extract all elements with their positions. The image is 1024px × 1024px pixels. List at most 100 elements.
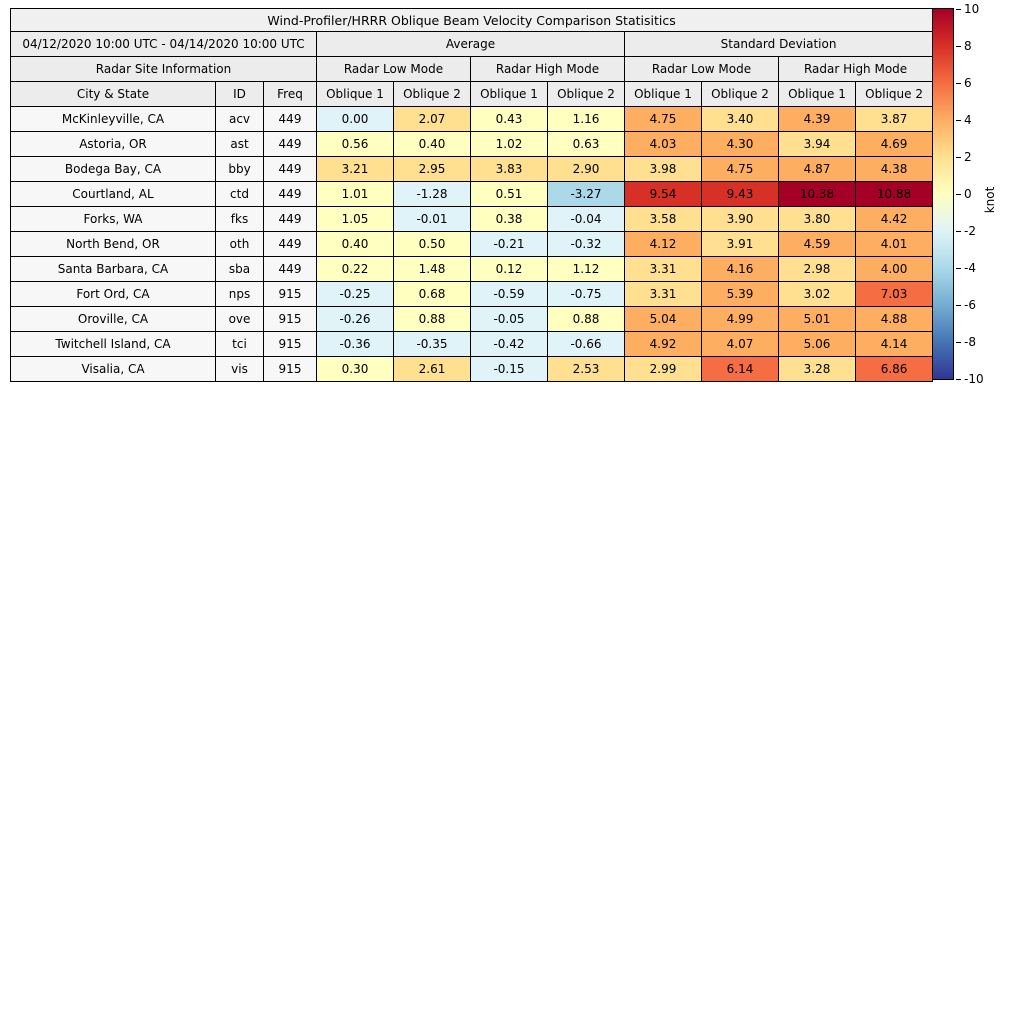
site-id-cell: nps xyxy=(215,281,264,307)
city-cell: Forks, WA xyxy=(10,206,216,232)
city-cell: Bodega Bay, CA xyxy=(10,156,216,182)
value-cell: 9.43 xyxy=(701,181,779,207)
city-cell: Astoria, OR xyxy=(10,131,216,157)
value-cell: 4.59 xyxy=(778,231,856,257)
value-cell: -3.27 xyxy=(547,181,625,207)
colorbar-tick-label: 6 xyxy=(956,76,972,90)
value-cell: 0.68 xyxy=(393,281,471,307)
col-header-std-high-oblique1: Oblique 1 xyxy=(778,81,856,107)
group-header-row: 04/12/2020 10:00 UTC - 04/14/2020 10:00 … xyxy=(10,31,934,57)
table-row: Astoria, OR ast 449 0.56 0.40 1.02 0.63 4.03 4.3… xyxy=(10,131,934,157)
colorbar-tick-label: 2 xyxy=(956,150,972,164)
table-row: Bodega Bay, CA bby 449 3.21 2.95 3.83 2.90 3.98… xyxy=(10,156,934,182)
city-cell: Oroville, CA xyxy=(10,306,216,332)
table-title: Wind-Profiler/HRRR Oblique Beam Velocity… xyxy=(9,8,934,32)
col-header-std-low-oblique2: Oblique 2 xyxy=(701,81,779,107)
value-cell: 1.12 xyxy=(547,256,625,282)
value-cell: 4.03 xyxy=(624,131,702,157)
value-cell: -0.25 xyxy=(316,281,394,307)
value-cell: 4.88 xyxy=(854,306,934,332)
site-id-cell: ctd xyxy=(215,181,264,207)
col-header-city: City & State xyxy=(10,81,216,107)
freq-cell: 449 xyxy=(263,156,317,182)
value-cell: 10.38 xyxy=(778,181,856,207)
value-cell: 3.21 xyxy=(316,156,394,182)
value-cell: -0.32 xyxy=(547,231,625,257)
colorbar xyxy=(932,8,954,380)
mode-header-avg-high: Radar High Mode xyxy=(470,56,625,82)
value-cell: 4.12 xyxy=(624,231,702,257)
value-cell: 2.07 xyxy=(393,106,471,132)
value-cell: -0.59 xyxy=(470,281,548,307)
colorbar-ticks: 10 8 6 4 2 0 -2 -4 -6 -8 -10 xyxy=(955,3,990,385)
table-row: Santa Barbara, CA sba 449 0.22 1.48 0.12 1.12 3… xyxy=(10,256,934,282)
city-cell: Visalia, CA xyxy=(10,356,216,382)
freq-cell: 449 xyxy=(263,181,317,207)
colorbar-tick-label: 8 xyxy=(956,39,972,53)
value-cell: 0.56 xyxy=(316,131,394,157)
value-cell: 5.06 xyxy=(778,331,856,357)
city-cell: North Bend, OR xyxy=(10,231,216,257)
table-row: Forks, WA fks 449 1.05 -0.01 0.38 -0.04 3.58 3.9… xyxy=(10,206,934,232)
value-cell: 3.83 xyxy=(470,156,548,182)
group-header-standard-deviation: Standard Deviation xyxy=(623,31,934,57)
col-header-avg-high-oblique1: Oblique 1 xyxy=(470,81,548,107)
value-cell: 3.98 xyxy=(624,156,702,182)
value-cell: 4.69 xyxy=(854,131,934,157)
value-cell: -0.21 xyxy=(470,231,548,257)
date-range: 04/12/2020 10:00 UTC - 04/14/2020 10:00 … xyxy=(10,31,317,57)
value-cell: 0.40 xyxy=(393,131,471,157)
value-cell: 3.40 xyxy=(701,106,779,132)
value-cell: 4.42 xyxy=(854,206,934,232)
value-cell: 9.54 xyxy=(624,181,702,207)
colorbar-tick-label: -2 xyxy=(956,224,976,238)
value-cell: -0.66 xyxy=(547,331,625,357)
table-row: Courtland, AL ctd 449 1.01 -1.28 0.51 -3.27 9.5… xyxy=(10,181,934,207)
freq-cell: 449 xyxy=(263,206,317,232)
value-cell: 3.90 xyxy=(701,206,779,232)
value-cell: 4.00 xyxy=(854,256,934,282)
value-cell: 3.58 xyxy=(624,206,702,232)
site-id-cell: sba xyxy=(215,256,264,282)
colorbar-tick-label: -10 xyxy=(956,372,984,386)
col-header-id: ID xyxy=(215,81,264,107)
value-cell: 6.86 xyxy=(854,356,934,382)
colorbar-tick-label: 0 xyxy=(956,187,972,201)
group-header-average: Average xyxy=(316,31,625,57)
value-cell: 6.14 xyxy=(701,356,779,382)
title-row: Wind-Profiler/HRRR Oblique Beam Velocity… xyxy=(9,8,934,32)
site-id-cell: ove xyxy=(215,306,264,332)
city-cell: McKinleyville, CA xyxy=(10,106,216,132)
site-id-cell: bby xyxy=(215,156,264,182)
value-cell: 3.91 xyxy=(701,231,779,257)
value-cell: 4.75 xyxy=(701,156,779,182)
city-cell: Courtland, AL xyxy=(10,181,216,207)
value-cell: 3.31 xyxy=(624,281,702,307)
value-cell: 0.51 xyxy=(470,181,548,207)
value-cell: 0.40 xyxy=(316,231,394,257)
value-cell: -0.04 xyxy=(547,206,625,232)
freq-cell: 915 xyxy=(263,281,317,307)
colorbar-tick-label: -8 xyxy=(956,335,976,349)
freq-cell: 915 xyxy=(263,306,317,332)
table-row: Twitchell Island, CA tci 915 -0.36 -0.35 -0.4… xyxy=(10,331,934,357)
value-cell: 2.61 xyxy=(393,356,471,382)
value-cell: -1.28 xyxy=(393,181,471,207)
col-header-std-low-oblique1: Oblique 1 xyxy=(624,81,702,107)
site-id-cell: ast xyxy=(215,131,264,157)
value-cell: 0.43 xyxy=(470,106,548,132)
colorbar-tick-label: 4 xyxy=(956,113,972,127)
city-cell: Twitchell Island, CA xyxy=(10,331,216,357)
colorbar-tick-label: -6 xyxy=(956,298,976,312)
value-cell: 1.02 xyxy=(470,131,548,157)
value-cell: 2.90 xyxy=(547,156,625,182)
value-cell: 4.38 xyxy=(854,156,934,182)
value-cell: 3.02 xyxy=(778,281,856,307)
site-id-cell: tci xyxy=(215,331,264,357)
mode-header-row: Radar Site Information Radar Low Mode Ra… xyxy=(10,56,934,82)
value-cell: 1.48 xyxy=(393,256,471,282)
col-header-avg-high-oblique2: Oblique 2 xyxy=(547,81,625,107)
value-cell: -0.01 xyxy=(393,206,471,232)
col-header-std-high-oblique2: Oblique 2 xyxy=(854,81,934,107)
